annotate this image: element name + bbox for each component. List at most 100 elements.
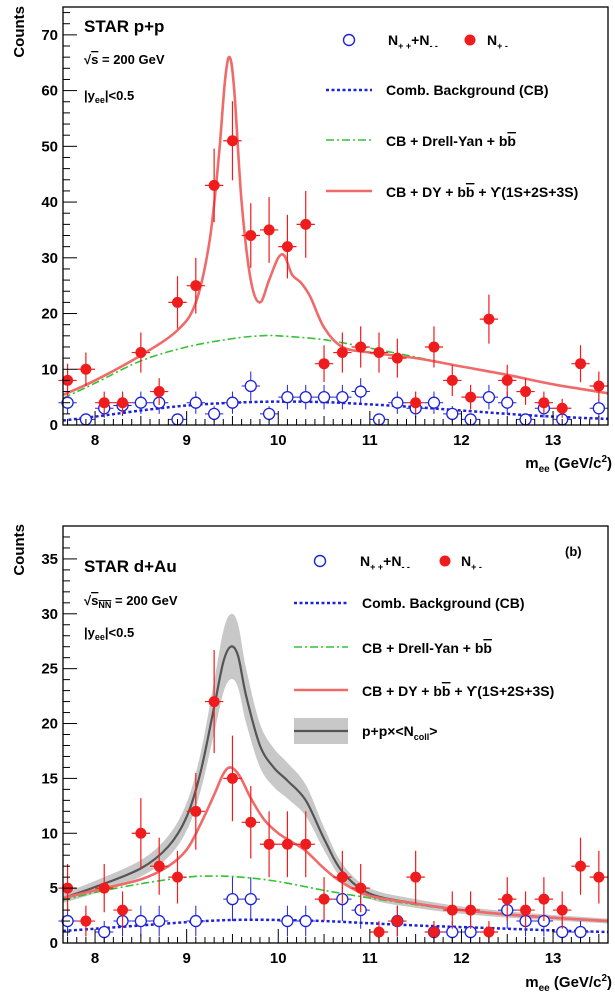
x-tick-label: 11: [362, 432, 378, 449]
panel-label: (b): [565, 544, 582, 559]
unlike-sign-point: [113, 891, 132, 929]
y-tick-label: 10: [41, 361, 58, 378]
likesign-point: [589, 398, 608, 418]
legend-likesign-label: N+ ++N- -: [360, 553, 410, 572]
unlike-sign-point: [95, 863, 114, 913]
y-axis-title: Counts: [11, 6, 28, 58]
y-tick-label: 30: [41, 606, 58, 623]
unlike-sign-point: [406, 850, 425, 904]
legend-unlike-marker: [439, 555, 451, 567]
drell-yan-curve: [62, 875, 609, 922]
x-tick-label: 10: [270, 432, 287, 449]
legend-full-label: CB + DY + bb + ϒ(1S+2S+3S): [386, 184, 578, 200]
likesign-point: [131, 905, 151, 937]
unlike-sign-point: [534, 391, 554, 414]
unlike-sign-point: [388, 905, 407, 937]
legend-likesign-marker: [313, 554, 327, 568]
unlike-sign-point: [113, 391, 132, 414]
likesign-point: [150, 905, 169, 937]
unlike-sign-point: [388, 338, 407, 378]
unlike-sign-point: [150, 378, 169, 405]
unlike-sign-point: [479, 294, 499, 344]
legend: N+ ++N- - N+ - Comb. Background (CB) CB …: [326, 32, 578, 200]
unlike-sign-point: [498, 364, 517, 397]
likesign-point: [424, 391, 444, 414]
unlike-sign-point: [589, 850, 608, 904]
legend-unlike-label: N+ -: [461, 553, 482, 572]
unlike-sign-point: [168, 850, 187, 904]
unlike-sign-point: [186, 772, 205, 850]
unlike-sign-point: [406, 391, 425, 414]
likesign-point: [186, 391, 205, 414]
x-tick-label: 8: [91, 432, 99, 449]
likesign-point: [498, 391, 517, 414]
y-axis-title: Counts: [11, 524, 28, 576]
rapidity-label: |yee|<0.5: [84, 88, 134, 105]
x-tick-label: 10: [270, 950, 287, 967]
y-tick-label: 0: [50, 935, 58, 952]
unlike-sign-point: [516, 378, 535, 405]
legend-dy-label: CB + Drell-Yan + bb: [362, 640, 492, 656]
legend-dy-label: CB + Drell-Yan + bb: [386, 133, 516, 149]
unlike-sign-point: [296, 811, 315, 878]
unlike-sign-point: [333, 332, 352, 373]
x-tick-label: 13: [545, 950, 562, 967]
likesign-point: [131, 391, 151, 414]
unlike-sign-point: [168, 276, 187, 329]
unlike-sign-point: [589, 371, 608, 401]
unlike-sign-point: [333, 850, 352, 904]
x-tick-label: 9: [182, 432, 190, 449]
y-tick-label: 70: [41, 27, 58, 44]
likesign-point: [296, 384, 315, 410]
likesign-point: [333, 384, 352, 410]
likesign-point: [314, 384, 334, 410]
unlike-sign-point: [351, 326, 370, 368]
unlike-sign-point: [479, 921, 499, 943]
unlike-sign-point: [553, 891, 572, 929]
likesign-point: [388, 391, 407, 414]
unlike-sign-point: [369, 332, 389, 373]
unlike-sign-point: [204, 650, 224, 754]
legend-unlike-label: N+ -: [487, 32, 508, 51]
legend-likesign-marker: [342, 33, 356, 47]
likesign-point: [223, 877, 242, 922]
y-tick-label: 50: [41, 138, 58, 155]
likesign-point: [241, 371, 260, 401]
legend-pp-label: p+p×<Ncoll>: [362, 723, 437, 742]
y-tick-label: 0: [50, 417, 58, 434]
y-tick-label: 35: [41, 551, 58, 568]
unlike-sign-point: [424, 326, 444, 368]
y-tick-label: 20: [41, 306, 58, 323]
y-tick-label: 10: [41, 825, 58, 842]
likesign-point: [278, 384, 297, 410]
likesign-point: [186, 905, 205, 937]
unlike-sign-point: [443, 891, 462, 929]
unlike-sign-point: [278, 214, 297, 279]
x-axis-title: mee (GeV/c2): [525, 454, 612, 475]
unlike-sign-point: [76, 352, 96, 386]
unlike-sign-point: [95, 391, 114, 414]
full-fit-curve: [62, 766, 609, 923]
energy-label: √sNN = 200 GeV: [84, 593, 178, 610]
y-tick-label: 40: [41, 194, 58, 211]
unlike-sign-point: [150, 837, 169, 895]
unlike-sign-point: [241, 786, 260, 859]
y-tick-label: 30: [41, 250, 58, 267]
y-tick-label: 5: [50, 880, 58, 897]
unlike-sign-point: [314, 877, 334, 922]
unlike-sign-point: [534, 877, 554, 922]
x-axis-title: mee (GeV/c2): [525, 973, 612, 994]
unlike-sign-point: [223, 101, 242, 181]
unlike-sign-point: [278, 811, 297, 878]
legend: N+ ++N- - N+ - Comb. Background (CB) CB …: [294, 553, 554, 744]
x-tick-label: 8: [91, 950, 99, 967]
unlike-sign-point: [498, 877, 517, 922]
unlike-sign-point: [461, 891, 480, 929]
unlike-sign-point: [204, 148, 224, 223]
unlike-sign-point: [571, 345, 590, 383]
legend-cb-label: Comb. Background (CB): [362, 595, 525, 611]
x-tick-label: 9: [182, 950, 190, 967]
rapidity-label: |yee|<0.5: [84, 625, 134, 642]
unlike-sign-point: [461, 384, 480, 410]
